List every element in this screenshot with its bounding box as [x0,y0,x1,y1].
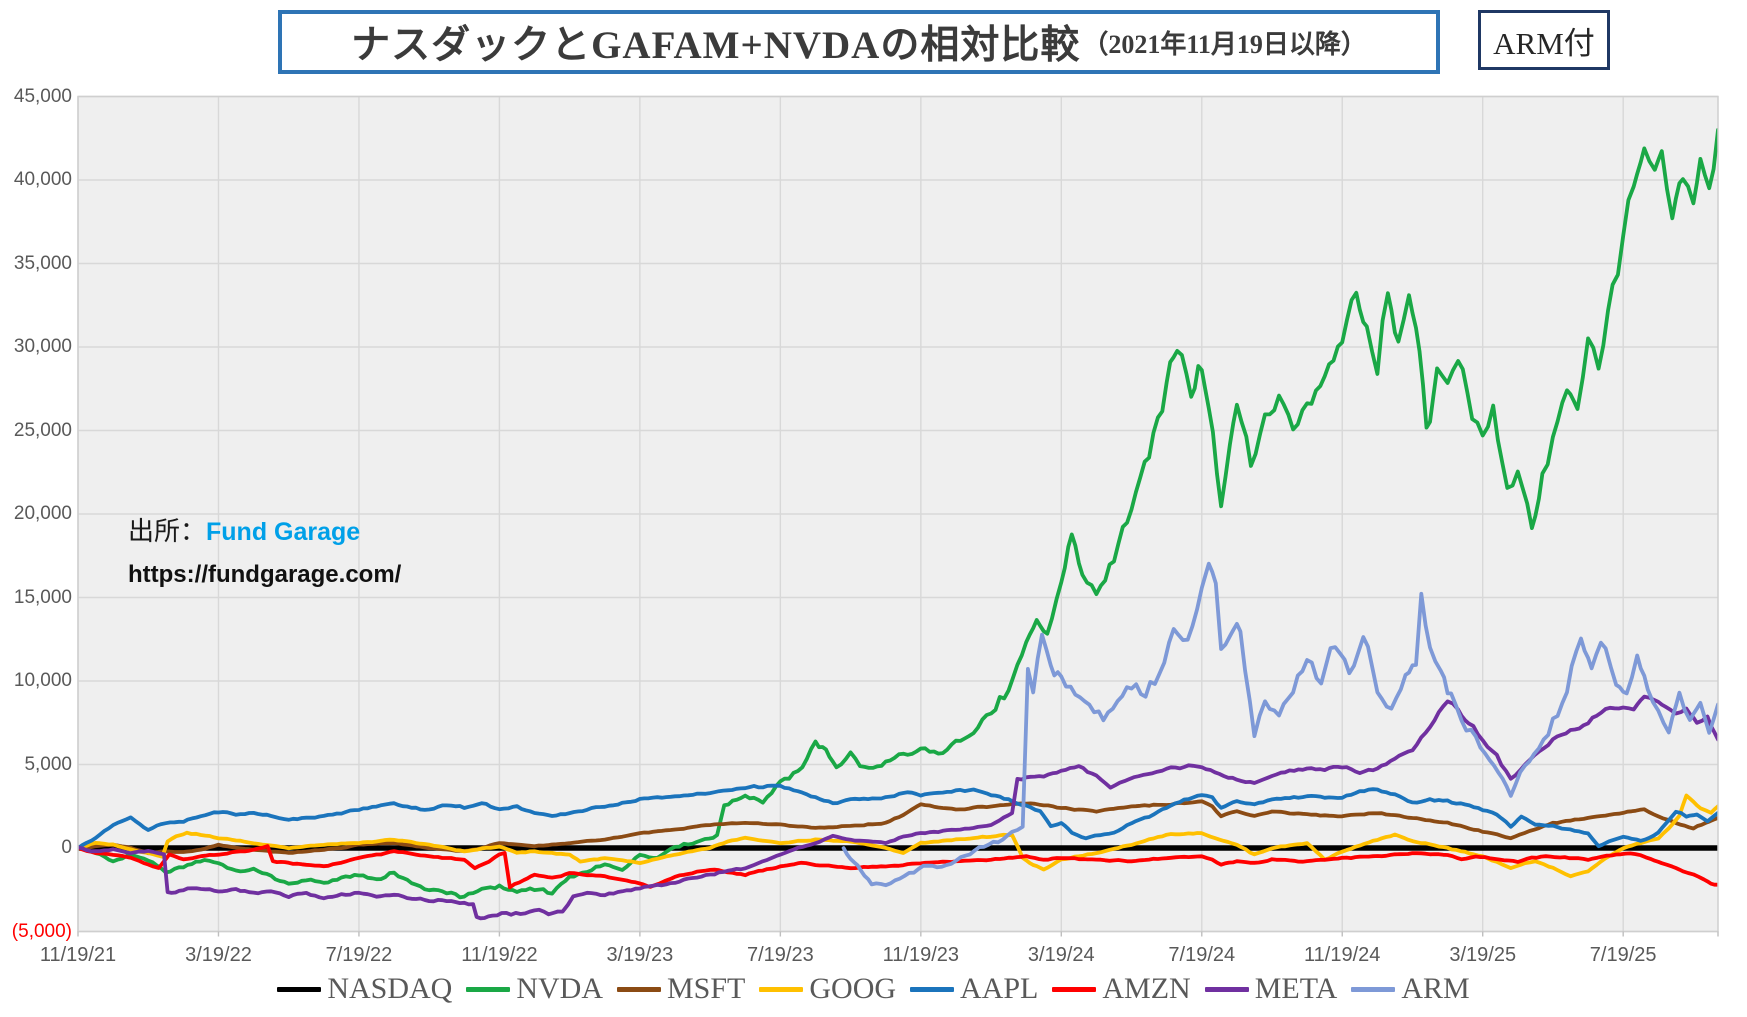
y-tick-label: 0 [61,837,72,858]
legend-label-AMZN: AMZN [1102,972,1191,1005]
x-tick-label: 7/19/22 [325,944,393,966]
legend-item-META: META [1204,972,1338,1006]
legend-item-MSFT: MSFT [617,972,745,1006]
legend-swatch-GOOG [759,986,804,992]
arm-badge: ARM付 [1478,10,1610,70]
legend-swatch-NVDA [466,986,511,992]
source-url: https://fundgarage.com/ [128,561,402,588]
legend-label-NVDA: NVDA [516,972,603,1005]
legend-swatch-ARM [1351,986,1396,992]
plot-border [77,95,1719,933]
x-tick-label: 11/19/24 [1304,944,1381,966]
source-label: 出所： [128,516,207,546]
x-tick-label: 7/19/24 [1168,944,1236,966]
x-tick-label: 11/19/21 [39,944,117,966]
y-tick-label: (5,000) [11,920,72,942]
legend-label-NASDAQ: NASDAQ [327,972,453,1005]
legend-swatch-NASDAQ [277,986,322,992]
series-line-NVDA [78,127,1718,900]
legend-swatch-AMZN [1052,986,1097,992]
legend-item-NVDA: NVDA [466,972,603,1006]
x-tick-label: 3/19/24 [1027,944,1095,966]
legend-item-ARM: ARM [1351,972,1470,1006]
x-tick-label: 11/19/22 [461,944,538,966]
legend-swatch-AAPL [910,986,955,992]
legend-item-GOOG: GOOG [759,972,896,1006]
x-tick-label: 7/19/23 [746,944,814,966]
series-line-GOOG [78,793,1718,879]
legend-label-META: META [1254,972,1338,1005]
legend-item-NASDAQ: NASDAQ [277,972,452,1006]
legend-swatch-META [1204,986,1249,992]
legend-swatch-MSFT [617,986,661,992]
x-tick-label: 11/19/23 [882,944,959,966]
legend-label-GOOG: GOOG [809,972,897,1005]
x-tick-label: 3/19/25 [1449,944,1517,966]
series-line-ARM [841,561,1718,888]
chart-title: ナスダックとGAFAM+NVDAの相対比較 [351,24,1081,67]
y-tick-label: 45,000 [13,85,72,107]
chart-legend: NASDAQ NVDA MSFT GOOG AAPL AMZN META ARM [0,972,1747,1006]
y-tick-label: 30,000 [13,336,72,357]
source-label-line: 出所：Fund Garage [128,518,401,545]
source-block: 出所：Fund Garage https://fundgarage.com/ [128,518,401,587]
y-tick-label: 5,000 [24,753,72,775]
series-line-AMZN [78,844,1718,890]
source-name: Fund Garage [206,518,361,546]
y-tick-label: 35,000 [13,252,72,274]
y-tick-label: 20,000 [13,503,72,524]
x-tick-label: 3/19/23 [606,944,674,966]
y-tick-label: 40,000 [13,169,72,190]
legend-label-ARM: ARM [1401,972,1470,1005]
chart-title-note: （2021年11月19日以降） [1082,29,1367,59]
y-tick-label: 25,000 [13,419,72,441]
y-tick-label: 10,000 [13,670,72,691]
y-tick-label: 15,000 [13,586,72,608]
legend-item-AAPL: AAPL [910,972,1038,1006]
legend-item-AMZN: AMZN [1052,972,1191,1006]
series-line-MSFT [78,799,1718,856]
series-line-META [78,694,1718,921]
series-line-AAPL [78,783,1718,851]
x-tick-label: 7/19/25 [1589,944,1657,966]
legend-label-AAPL: AAPL [960,972,1039,1005]
chart-title-box: ナスダックとGAFAM+NVDAの相対比較 （2021年11月19日以降） [278,10,1440,74]
x-tick-label: 3/19/22 [185,944,252,966]
legend-label-MSFT: MSFT [667,972,746,1005]
